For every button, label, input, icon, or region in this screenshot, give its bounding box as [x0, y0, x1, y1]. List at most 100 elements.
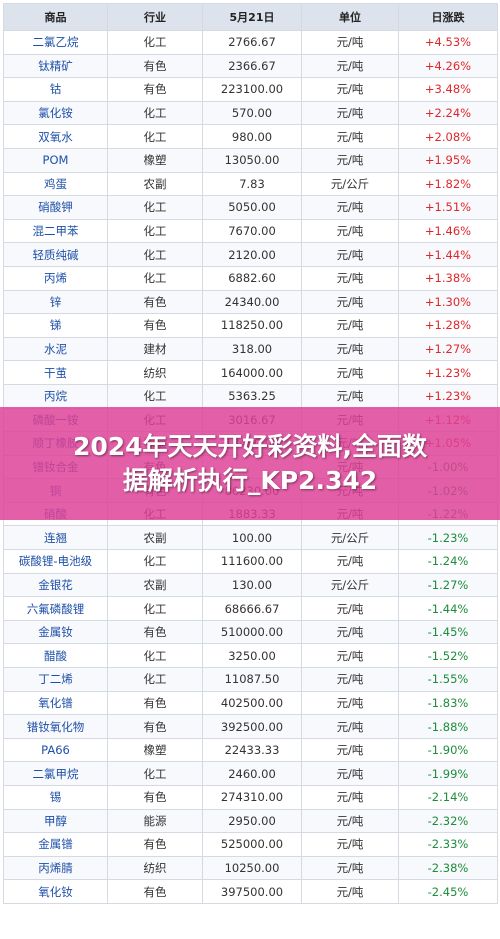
cell-change: +1.82% — [398, 171, 498, 197]
cell-price: 118250.00 — [202, 313, 302, 338]
cell-industry: 化工 — [107, 265, 203, 291]
cell-change: -2.38% — [398, 855, 498, 881]
cell-commodity: POM — [3, 147, 108, 173]
cell-industry: 有色 — [107, 53, 203, 79]
cell-industry: 化工 — [107, 218, 203, 244]
cell-industry: 化工 — [107, 124, 203, 149]
cell-commodity: 混二甲苯 — [3, 218, 108, 244]
cell-commodity: 氧化镨 — [3, 690, 108, 716]
cell-commodity: 鸡蛋 — [3, 171, 108, 197]
table-row: 丙烯腈 纺织 10250.00 元/吨 -2.38% — [3, 855, 498, 881]
cell-commodity: 硝酸钾 — [3, 195, 108, 220]
cell-commodity: 金银花 — [3, 572, 108, 598]
cell-commodity: 钴 — [3, 77, 108, 102]
table-row: 锑有色 118250.00 元/吨 +1.28% — [3, 313, 498, 338]
table-row: 硝酸钾 化工 5050.00 元/吨 +1.51% — [3, 195, 498, 220]
table-header-row: 商品 行业 5月21日 单位 日涨跌 — [3, 3, 498, 31]
cell-change: -1.44% — [398, 596, 498, 621]
cell-change: -1.27% — [398, 572, 498, 598]
cell-commodity: 锌 — [3, 289, 108, 315]
cell-price: 10250.00 — [202, 855, 302, 881]
cell-unit: 元/吨 — [301, 714, 399, 739]
cell-industry: 农副 — [107, 171, 203, 197]
cell-commodity: 丙烷 — [3, 383, 108, 409]
cell-unit: 元/吨 — [301, 313, 399, 338]
cell-price: 223100.00 — [202, 77, 302, 102]
table-row: 氧化镨 有色 402500.00 元/吨 -1.83% — [3, 690, 498, 716]
cell-change: -2.33% — [398, 832, 498, 857]
cell-change: -1.83% — [398, 690, 498, 716]
cell-industry: 化工 — [107, 596, 203, 621]
cell-industry: 有色 — [107, 785, 203, 810]
cell-unit: 元/吨 — [301, 761, 399, 786]
header-unit: 单位 — [301, 3, 399, 31]
cell-unit: 元/吨 — [301, 643, 399, 669]
table-row: 轻质纯碱 化工 2120.00 元/吨 +1.44% — [3, 242, 498, 267]
cell-industry: 有色 — [107, 832, 203, 857]
cell-industry: 能源 — [107, 808, 203, 834]
cell-industry: 有色 — [107, 879, 203, 904]
cell-industry: 农副 — [107, 572, 203, 598]
table-row: 连翘 农副 100.00 元/公斤 -1.23% — [3, 525, 498, 551]
cell-commodity: 钛精矿 — [3, 53, 108, 79]
banner-title-line-2: 据解析执行_KP2.342 — [122, 465, 378, 495]
cell-industry: 橡塑 — [107, 737, 203, 763]
table-row: 钴有色 223100.00 元/吨 +3.48% — [3, 77, 498, 102]
cell-unit: 元/公斤 — [301, 171, 399, 197]
cell-change: -1.45% — [398, 619, 498, 645]
cell-commodity: 碳酸锂-电池级 — [3, 549, 108, 574]
cell-unit: 元/吨 — [301, 808, 399, 834]
cell-price: 13050.00 — [202, 147, 302, 173]
cell-industry: 化工 — [107, 761, 203, 786]
cell-unit: 元/公斤 — [301, 572, 399, 598]
table-row: 丁二烯 化工 11087.50 元/吨 -1.55% — [3, 667, 498, 692]
cell-unit: 元/吨 — [301, 265, 399, 291]
cell-change: +1.46% — [398, 218, 498, 244]
cell-commodity: 醋酸 — [3, 643, 108, 669]
cell-unit: 元/吨 — [301, 855, 399, 881]
cell-price: 2766.67 — [202, 30, 302, 55]
cell-unit: 元/吨 — [301, 737, 399, 763]
table-row: 钛精矿 有色 2366.67 元/吨 +4.26% — [3, 53, 498, 79]
table-row: 双氧水 化工 980.00 元/吨 +2.08% — [3, 124, 498, 149]
cell-unit: 元/吨 — [301, 100, 399, 126]
table-row: 六氟磷酸锂 化工 68666.67 元/吨 -1.44% — [3, 596, 498, 621]
cell-industry: 化工 — [107, 30, 203, 55]
cell-change: -2.14% — [398, 785, 498, 810]
cell-change: -1.24% — [398, 549, 498, 574]
cell-commodity: 六氟磷酸锂 — [3, 596, 108, 621]
table-row: 二氯乙烷 化工 2766.67 元/吨 +4.53% — [3, 30, 498, 55]
cell-commodity: 锡 — [3, 785, 108, 810]
cell-industry: 化工 — [107, 242, 203, 267]
cell-price: 397500.00 — [202, 879, 302, 904]
cell-change: +2.24% — [398, 100, 498, 126]
table-row: 镨钕氧化物 有色 392500.00 元/吨 -1.88% — [3, 714, 498, 739]
cell-change: +1.38% — [398, 265, 498, 291]
table-row: 丙烯 化工 6882.60 元/吨 +1.38% — [3, 265, 498, 291]
cell-commodity: 氯化铵 — [3, 100, 108, 126]
cell-price: 6882.60 — [202, 265, 302, 291]
cell-price: 22433.33 — [202, 737, 302, 763]
cell-industry: 纺织 — [107, 855, 203, 881]
cell-price: 510000.00 — [202, 619, 302, 645]
cell-change: +1.95% — [398, 147, 498, 173]
cell-unit: 元/吨 — [301, 53, 399, 79]
cell-price: 68666.67 — [202, 596, 302, 621]
cell-price: 980.00 — [202, 124, 302, 149]
table-row: 鸡蛋 农副 7.83 元/公斤 +1.82% — [3, 171, 498, 197]
table-row: 醋酸 化工 3250.00 元/吨 -1.52% — [3, 643, 498, 669]
banner-title-line-1: 2024年天天开好彩资料,全面数 — [72, 431, 428, 461]
cell-price: 402500.00 — [202, 690, 302, 716]
header-industry: 行业 — [107, 3, 203, 31]
cell-industry: 有色 — [107, 313, 203, 338]
cell-change: +1.44% — [398, 242, 498, 267]
cell-change: +1.51% — [398, 195, 498, 220]
cell-commodity: 氧化钕 — [3, 879, 108, 904]
cell-unit: 元/吨 — [301, 879, 399, 904]
cell-industry: 化工 — [107, 643, 203, 669]
promo-banner-overlay: 2024年天天开好彩资料,全面数 据解析执行_KP2.342 — [0, 407, 500, 520]
cell-price: 5050.00 — [202, 195, 302, 220]
cell-commodity: 干茧 — [3, 360, 108, 385]
cell-industry: 化工 — [107, 383, 203, 409]
cell-price: 100.00 — [202, 525, 302, 551]
